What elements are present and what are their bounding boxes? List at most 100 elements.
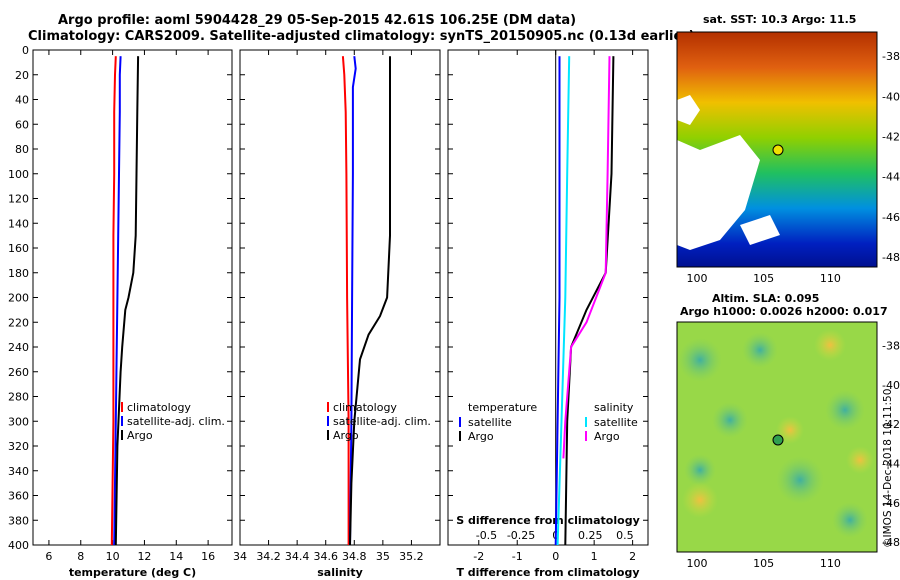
- sst-cloud-mask-3: [740, 215, 780, 245]
- x-tick-label: -2: [473, 550, 484, 563]
- y-tick-label: 300: [8, 415, 29, 428]
- x-tick-label: 16: [201, 550, 215, 563]
- map-y-tick-label: -40: [882, 379, 900, 392]
- y-tick-label: 20: [15, 69, 29, 82]
- x-tick-label: 34.6: [313, 550, 338, 563]
- x-tick-label: 2: [629, 550, 636, 563]
- x-axis-label: T difference from climatology: [456, 566, 639, 579]
- sla-eddies: [678, 329, 874, 538]
- y-tick-label: 380: [8, 514, 29, 527]
- x-tick-label: 34: [233, 550, 247, 563]
- map-y-tick-label: -40: [882, 90, 900, 103]
- map-y-tick-label: -38: [882, 50, 900, 63]
- x2-axis-label: S difference from climatology: [456, 514, 640, 527]
- y-tick-label: 320: [8, 440, 29, 453]
- x2-tick-label: 0.5: [616, 529, 634, 542]
- map-y-tick-label: -44: [882, 171, 900, 184]
- series-line-4: [562, 56, 611, 459]
- map-y-tick-label: -46: [882, 497, 900, 510]
- y-tick-label: 200: [8, 292, 29, 305]
- series-line-argo: [349, 56, 391, 546]
- legend-item: Argo: [333, 429, 359, 442]
- x-axis-label: temperature (deg C): [69, 566, 196, 579]
- legend-item: climatology: [333, 401, 397, 414]
- series-line-climatology: [110, 56, 117, 546]
- map-x-tick-label: 100: [687, 272, 708, 285]
- y-tick-label: 60: [15, 118, 29, 131]
- legend-item: satellite-adj. clim.: [127, 415, 225, 428]
- series-line-argo: [114, 56, 140, 546]
- map-y-tick-label: -44: [882, 458, 900, 471]
- series-line-satellite-adj--clim-: [113, 56, 122, 546]
- x-tick-label: 0: [552, 550, 559, 563]
- legend-item: Argo: [594, 430, 620, 443]
- map-y-tick-label: -42: [882, 130, 900, 143]
- y-tick-label: 220: [8, 316, 29, 329]
- legend-item: Argo: [127, 429, 153, 442]
- series-line-satellite-adj--clim-: [349, 56, 357, 546]
- sla-map-title-1: Altim. SLA: 0.095: [712, 292, 820, 305]
- x2-tick-label: -0.25: [507, 529, 535, 542]
- legend-item: climatology: [127, 401, 191, 414]
- map-y-tick-label: -38: [882, 340, 900, 353]
- y-tick-label: 340: [8, 465, 29, 478]
- legend-item: satellite-adj. clim.: [333, 415, 431, 428]
- series-line-3: [556, 56, 571, 546]
- y-tick-label: 260: [8, 366, 29, 379]
- x-tick-label: 34.4: [285, 550, 310, 563]
- x-tick-label: 35.2: [399, 550, 424, 563]
- legend-item: satellite: [594, 416, 638, 429]
- x-tick-label: 1: [591, 550, 598, 563]
- y-tick-label: 100: [8, 168, 29, 181]
- sla-map-frame: [676, 321, 878, 553]
- map-x-tick-label: 110: [820, 557, 841, 570]
- series-line-climatology: [341, 56, 350, 545]
- legend-item: Argo: [468, 430, 494, 443]
- x-tick-label: 34.2: [256, 550, 281, 563]
- y-tick-label: 280: [8, 391, 29, 404]
- sst-cloud-mask-2: [677, 95, 700, 125]
- map-y-tick-label: -48: [882, 536, 900, 549]
- y-tick-label: 120: [8, 193, 29, 206]
- y-tick-label: 0: [22, 44, 29, 57]
- map-x-tick-label: 105: [753, 557, 774, 570]
- x-axis-label: salinity: [317, 566, 363, 579]
- y-tick-label: 240: [8, 341, 29, 354]
- x-tick-label: -1: [512, 550, 523, 563]
- x-tick-label: 34.8: [342, 550, 367, 563]
- map-y-tick-label: -42: [882, 418, 900, 431]
- x2-tick-label: 0.25: [578, 529, 603, 542]
- sst-map-frame: [676, 31, 878, 268]
- x-tick-label: 6: [45, 550, 52, 563]
- x2-tick-label: -0.5: [476, 529, 497, 542]
- sst-cloud-mask: [677, 135, 760, 250]
- title-line-2: Climatology: CARS2009. Satellite-adjuste…: [28, 29, 695, 44]
- legend-item: satellite: [468, 416, 512, 429]
- legend-salinity-header: salinity: [594, 401, 634, 414]
- series-line-2: [564, 56, 615, 546]
- argo-position-marker: [772, 144, 784, 156]
- y-tick-label: 40: [15, 94, 29, 107]
- legend-temperature-header: temperature: [468, 401, 537, 414]
- map-y-tick-label: -48: [882, 251, 900, 264]
- y-tick-label: 80: [15, 143, 29, 156]
- map-y-tick-label: -46: [882, 211, 900, 224]
- y-tick-label: 140: [8, 217, 29, 230]
- imos-stamp: ©IMOS 14-Dec-2018 10:11:50: [882, 388, 894, 548]
- argo-position-marker-sla: [772, 434, 784, 446]
- y-tick-label: 400: [8, 539, 29, 552]
- y-tick-label: 180: [8, 267, 29, 280]
- sst-map-title: sat. SST: 10.3 Argo: 11.5: [703, 13, 857, 26]
- sla-map-title-2: Argo h1000: 0.0026 h2000: 0.017: [680, 305, 888, 318]
- x-tick-label: 14: [169, 550, 183, 563]
- map-x-tick-label: 110: [820, 272, 841, 285]
- series-line-1: [554, 56, 561, 546]
- x-tick-label: 10: [106, 550, 120, 563]
- x-tick-label: 8: [77, 550, 84, 563]
- y-tick-label: 360: [8, 490, 29, 503]
- x-tick-label: 12: [137, 550, 151, 563]
- x-tick-label: 35: [376, 550, 390, 563]
